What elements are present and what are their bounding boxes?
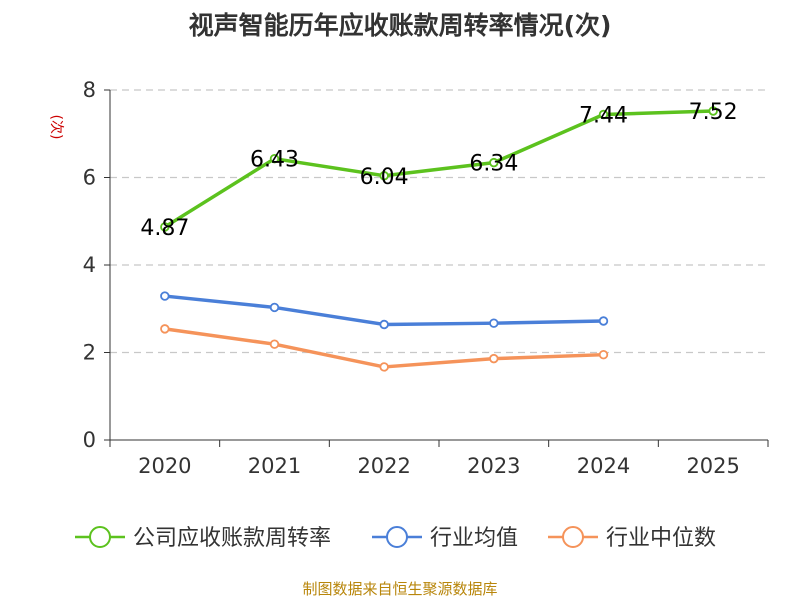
y-tick-labels: 0 2 4 6 8 [83,78,96,452]
data-point [269,339,280,349]
data-label: 7.52 [689,100,738,125]
x-tick-label: 2021 [248,454,301,478]
data-point [489,318,499,328]
data-point [160,291,170,301]
data-label: 6.43 [250,148,299,173]
y-axis-label: (次) [48,115,64,140]
x-tick-label: 2025 [686,454,739,478]
legend-label: 行业均值 [430,526,518,551]
data-point [598,349,609,360]
y-tick-label: 6 [83,166,96,190]
source-note: 制图数据来自恒生聚源数据库 [302,580,497,598]
chart-title: 视声智能历年应收账款周转率情况(次) [189,11,612,40]
x-tick-label: 2023 [467,454,520,478]
series-line [163,109,714,229]
y-tick-label: 4 [83,253,96,277]
data-point [160,222,170,232]
data-point [379,171,389,181]
x-tick-label: 2020 [138,454,191,478]
data-point [160,324,170,334]
data-point [489,157,499,168]
series-lines [160,106,718,372]
data-point [379,319,389,330]
legend-marker [89,526,111,548]
y-tick-label: 2 [83,341,96,365]
gridlines [110,89,768,354]
legend-label: 行业中位数 [606,526,716,551]
x-tick-labels: 2020 2021 2022 2023 2024 2025 [138,454,740,478]
x-tick-label: 2024 [577,454,630,478]
legend[interactable]: 公司应收账款周转率 行业均值 行业中位数 [75,526,716,551]
axes [104,89,769,447]
series-line [164,327,604,369]
data-label: 4.87 [140,216,189,241]
legend-marker [386,526,408,548]
y-tick-label: 8 [83,78,96,102]
data-point [598,109,609,120]
data-point [598,316,609,326]
data-label: 7.44 [579,104,628,129]
legend-marker [562,526,584,548]
data-point [489,353,499,364]
data-label: 6.34 [469,152,518,177]
data-label: 6.04 [360,165,409,190]
legend-label: 公司应收账款周转率 [133,526,331,551]
data-point [708,106,718,116]
data-point [269,302,280,313]
data-point [269,153,280,164]
data-labels: 4.87 6.43 6.04 6.34 7.44 7.52 [140,100,737,241]
y-tick-label: 0 [83,428,96,452]
x-tick-label: 2022 [357,454,410,478]
data-point [379,362,389,372]
